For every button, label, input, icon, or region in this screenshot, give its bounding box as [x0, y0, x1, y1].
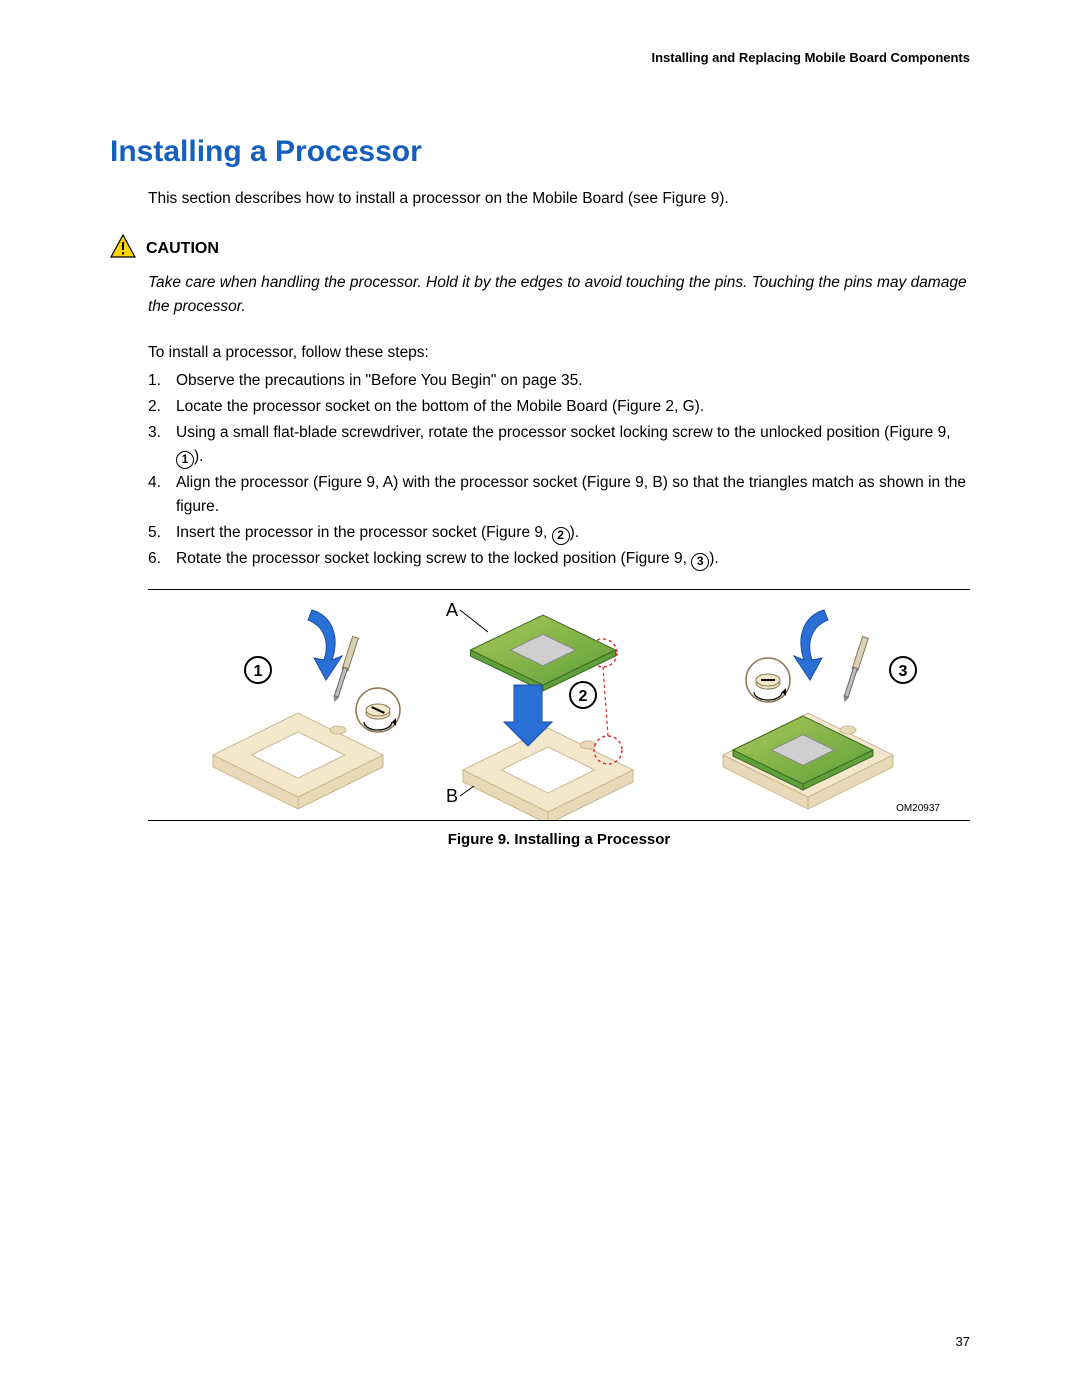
step-text: Observe the precautions in "Before You B…	[176, 369, 970, 393]
steps-intro: To install a processor, follow these ste…	[148, 341, 970, 365]
svg-text:3: 3	[899, 663, 908, 680]
step-item: 6.Rotate the processor socket locking sc…	[148, 547, 970, 571]
step-text: Locate the processor socket on the botto…	[176, 395, 970, 419]
caution-label: CAUTION	[146, 240, 219, 258]
caution-text: Take care when handling the processor. H…	[148, 271, 970, 319]
step-number: 5.	[148, 521, 176, 545]
page-number: 37	[956, 1334, 970, 1349]
svg-text:1: 1	[254, 663, 263, 680]
step-number: 2.	[148, 395, 176, 419]
page: Installing and Replacing Mobile Board Co…	[0, 0, 1080, 888]
svg-text:2: 2	[579, 688, 588, 705]
step-text: Align the processor (Figure 9, A) with t…	[176, 471, 970, 519]
figure-area: 1 A B 2 3 OM20937	[148, 590, 970, 820]
step-number: 6.	[148, 547, 176, 571]
caution-row: CAUTION	[110, 234, 970, 263]
step-text: Rotate the processor socket locking scre…	[176, 547, 970, 571]
step-number: 4.	[148, 471, 176, 519]
section-heading: Installing a Processor	[110, 135, 970, 169]
steps-list: 1.Observe the precautions in "Before You…	[148, 369, 970, 571]
step-number: 1.	[148, 369, 176, 393]
intro-paragraph: This section describes how to install a …	[148, 187, 970, 210]
step-text: Insert the processor in the processor so…	[176, 521, 970, 545]
figure-caption: Figure 9. Installing a Processor	[148, 831, 970, 848]
step-item: 5.Insert the processor in the processor …	[148, 521, 970, 545]
step-item: 2.Locate the processor socket on the bot…	[148, 395, 970, 419]
svg-text:B: B	[446, 786, 458, 806]
step-item: 1.Observe the precautions in "Before You…	[148, 369, 970, 393]
circled-number-icon: 3	[691, 553, 709, 571]
figure-svg: 1 A B 2 3	[148, 590, 968, 820]
circled-number-icon: 2	[552, 527, 570, 545]
step-item: 4.Align the processor (Figure 9, A) with…	[148, 471, 970, 519]
figure-rule-bottom	[148, 820, 970, 821]
circled-number-icon: 1	[176, 451, 194, 469]
step-text: Using a small flat-blade screwdriver, ro…	[176, 421, 970, 469]
figure-block: 1 A B 2 3 OM20937 Figure 9. Installing a Pro…	[148, 589, 970, 848]
caution-icon	[110, 234, 136, 263]
svg-text:A: A	[446, 600, 458, 620]
chapter-header: Installing and Replacing Mobile Board Co…	[110, 50, 970, 65]
step-number: 3.	[148, 421, 176, 469]
step-item: 3.Using a small flat-blade screwdriver, …	[148, 421, 970, 469]
figure-om-code: OM20937	[896, 803, 940, 814]
